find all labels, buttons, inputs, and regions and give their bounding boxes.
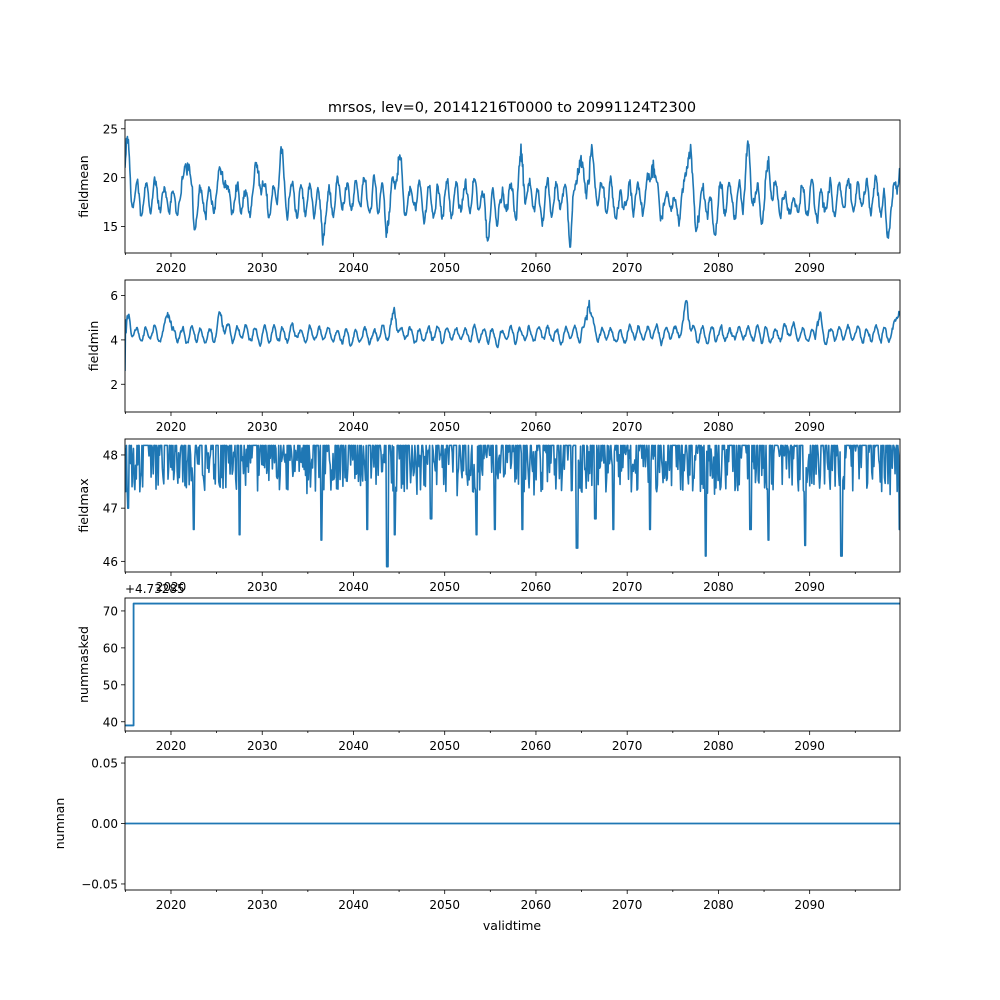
axes-frame xyxy=(124,597,901,732)
x-tick-label: 2050 xyxy=(429,580,460,594)
x-tick-label: 2020 xyxy=(156,898,187,912)
x-tick-label: 2090 xyxy=(794,580,825,594)
panel-numnan: 2020 2030 2040 2050 2060 2070 2080 2090 −0.05 0.0… xyxy=(52,757,901,912)
x-tick-label: 2070 xyxy=(612,580,643,594)
axes-frame xyxy=(124,279,901,413)
y-axis-label: fieldmax xyxy=(76,478,91,532)
y-axis-label: numnan xyxy=(52,798,67,850)
y-tick-label: 0.05 xyxy=(91,757,118,771)
x-tick-label: 2090 xyxy=(794,898,825,912)
y-tick-label: 15 xyxy=(103,220,118,234)
panel-fieldmean: 2020 2030 2040 2050 2060 2070 2080 2090 15 20 25 fi… xyxy=(76,119,901,275)
y-axis-label: fieldmin xyxy=(86,321,101,372)
axes-frame xyxy=(124,438,901,573)
axes-frame xyxy=(124,119,901,254)
y-tick-label: 4 xyxy=(110,333,118,347)
offset-text: +4.73285 xyxy=(125,582,185,596)
panel-fieldmax: 2020 2030 2040 2050 2060 2070 2080 2090 46 47 48 fi… xyxy=(76,438,901,594)
y-tick-label: 46 xyxy=(103,555,118,569)
y-tick-label: 48 xyxy=(103,448,118,462)
y-tick-label: 20 xyxy=(103,171,118,185)
x-tick-label: 2070 xyxy=(612,739,643,753)
y-axis-label: fieldmean xyxy=(76,155,91,217)
x-tick-label: 2060 xyxy=(521,261,552,275)
panel-nummasked: 2020 2030 2040 2050 2060 2070 2080 2090 40 50 60 70… xyxy=(76,582,901,753)
x-tick-label: 2020 xyxy=(156,261,187,275)
x-tick-label: 2060 xyxy=(521,420,552,434)
panel-fieldmin: 2020 2030 2040 2050 2060 2070 2080 2090 2 4 6 field… xyxy=(86,279,901,434)
x-tick-label: 2030 xyxy=(247,420,278,434)
figure-title: mrsos, lev=0, 20141216T0000 to 20991124T… xyxy=(328,100,696,116)
x-tick-label: 2030 xyxy=(247,261,278,275)
y-axis-label: nummasked xyxy=(76,626,91,703)
y-tick-label: 2 xyxy=(110,378,118,392)
x-tick-label: 2080 xyxy=(703,739,734,753)
x-tick-label: 2040 xyxy=(338,420,369,434)
y-tick-label: 6 xyxy=(110,289,118,303)
x-tick-label: 2060 xyxy=(521,739,552,753)
x-tick-label: 2040 xyxy=(338,898,369,912)
x-tick-label: 2080 xyxy=(703,420,734,434)
x-tick-label: 2050 xyxy=(429,261,460,275)
x-tick-label: 2050 xyxy=(429,898,460,912)
y-tick-label: 70 xyxy=(103,604,118,618)
series-line-fieldmean xyxy=(125,135,900,248)
x-tick-label: 2050 xyxy=(429,420,460,434)
x-tick-label: 2030 xyxy=(247,898,278,912)
x-tick-label: 2080 xyxy=(703,898,734,912)
x-tick-label: 2020 xyxy=(156,420,187,434)
x-tick-label: 2040 xyxy=(338,580,369,594)
x-tick-label: 2070 xyxy=(612,420,643,434)
y-tick-label: 40 xyxy=(103,715,118,729)
y-tick-label: 25 xyxy=(103,122,118,136)
y-tick-label: 47 xyxy=(103,502,118,516)
x-tick-label: 2020 xyxy=(156,580,187,594)
y-tick-label: 0.00 xyxy=(91,817,118,831)
x-tick-label: 2070 xyxy=(612,261,643,275)
x-tick-label: 2020 xyxy=(156,739,187,753)
series-line-fieldmax xyxy=(125,444,900,568)
x-tick-label: 2040 xyxy=(338,261,369,275)
x-tick-label: 2080 xyxy=(703,261,734,275)
y-tick-label: 50 xyxy=(103,678,118,692)
x-axis-label: validtime xyxy=(483,918,541,933)
x-tick-label: 2090 xyxy=(794,420,825,434)
x-tick-label: 2060 xyxy=(521,580,552,594)
x-tick-label: 2050 xyxy=(429,739,460,753)
y-tick-label: −0.05 xyxy=(81,877,118,891)
x-tick-label: 2060 xyxy=(521,898,552,912)
x-tick-label: 2030 xyxy=(247,739,278,753)
x-tick-label: 2090 xyxy=(794,261,825,275)
x-tick-label: 2090 xyxy=(794,739,825,753)
x-tick-label: 2030 xyxy=(247,580,278,594)
x-tick-label: 2070 xyxy=(612,898,643,912)
x-tick-label: 2080 xyxy=(703,580,734,594)
y-tick-label: 60 xyxy=(103,641,118,655)
series-line-fieldmin xyxy=(125,299,900,371)
series-line-nummasked xyxy=(125,602,900,727)
x-tick-label: 2040 xyxy=(338,739,369,753)
